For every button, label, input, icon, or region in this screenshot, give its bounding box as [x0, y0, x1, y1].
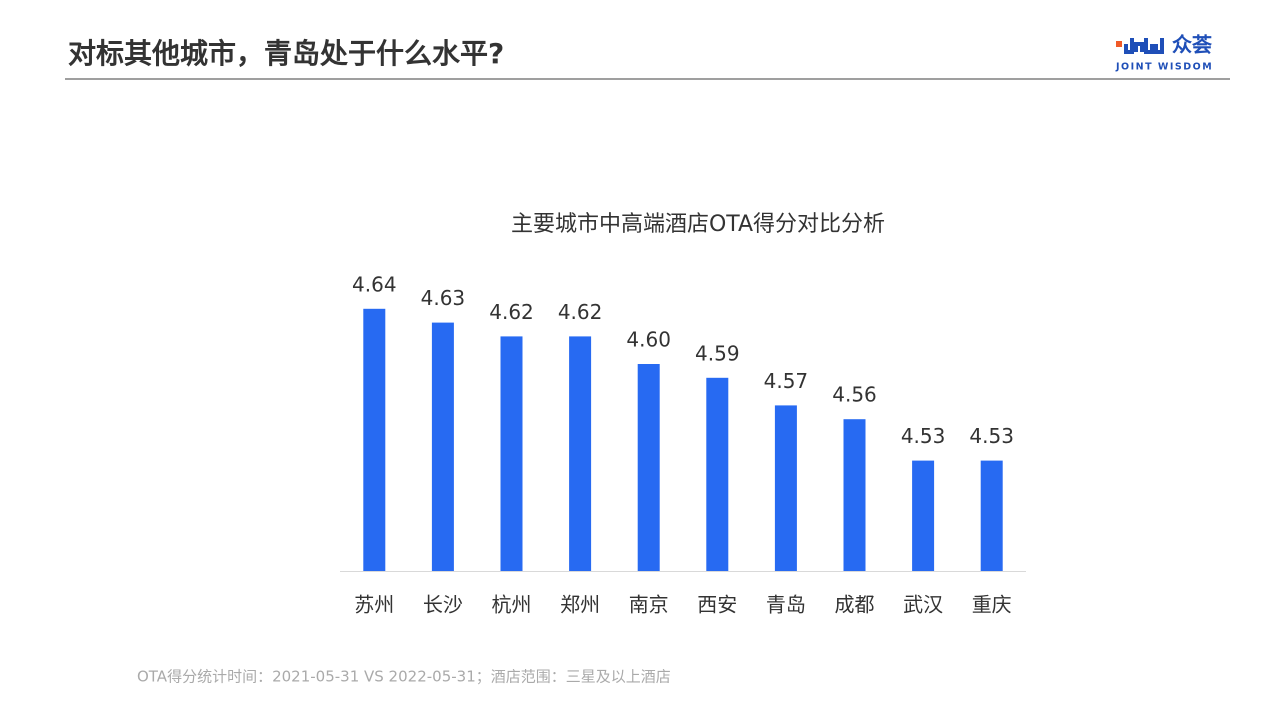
bar: [569, 336, 592, 571]
value-label: 4.62: [489, 300, 534, 324]
x-tick-label: 长沙: [423, 593, 463, 617]
logo-en: JOINT WISDOM: [1115, 62, 1213, 73]
bar: [431, 322, 454, 571]
value-label: 4.62: [558, 300, 603, 324]
x-tick-label: 苏州: [354, 593, 394, 617]
logo-cn: 众荟: [1172, 33, 1212, 57]
x-tick-label: 杭州: [492, 593, 532, 617]
value-label: 4.59: [695, 341, 740, 365]
bar: [637, 364, 660, 571]
x-tick-label: 成都: [835, 593, 875, 617]
bar: [912, 460, 935, 571]
bar: [363, 308, 386, 571]
bar: [706, 377, 729, 571]
chart-title: 主要城市中高端酒店OTA得分对比分析: [511, 212, 885, 237]
x-tick-label: 武汉: [903, 593, 943, 617]
value-label: 4.57: [764, 369, 809, 393]
value-label: 4.53: [901, 424, 946, 448]
x-tick-label: 西安: [697, 593, 737, 617]
value-label: 4.64: [352, 272, 397, 296]
value-label: 4.56: [832, 383, 877, 407]
x-tick-label: 重庆: [972, 593, 1012, 617]
x-tick-label: 郑州: [560, 593, 600, 617]
bar: [774, 405, 797, 571]
value-label: 4.63: [421, 286, 466, 310]
x-tick-label: 青岛: [766, 593, 806, 617]
bar: [980, 460, 1003, 571]
value-label: 4.60: [626, 328, 671, 352]
logo-dot: [1116, 41, 1122, 47]
bar: [500, 336, 523, 571]
logo-mark: [1124, 38, 1164, 54]
bar: [843, 419, 866, 571]
logo: 众荟 JOINT WISDOM: [1115, 33, 1213, 73]
x-tick-label: 南京: [629, 593, 669, 617]
footnote: OTA得分统计时间：2021-05-31 VS 2022-05-31；酒店范围：…: [137, 668, 671, 686]
slide-title: 对标其他城市，青岛处于什么水平?: [68, 37, 504, 70]
value-label: 4.53: [969, 424, 1014, 448]
